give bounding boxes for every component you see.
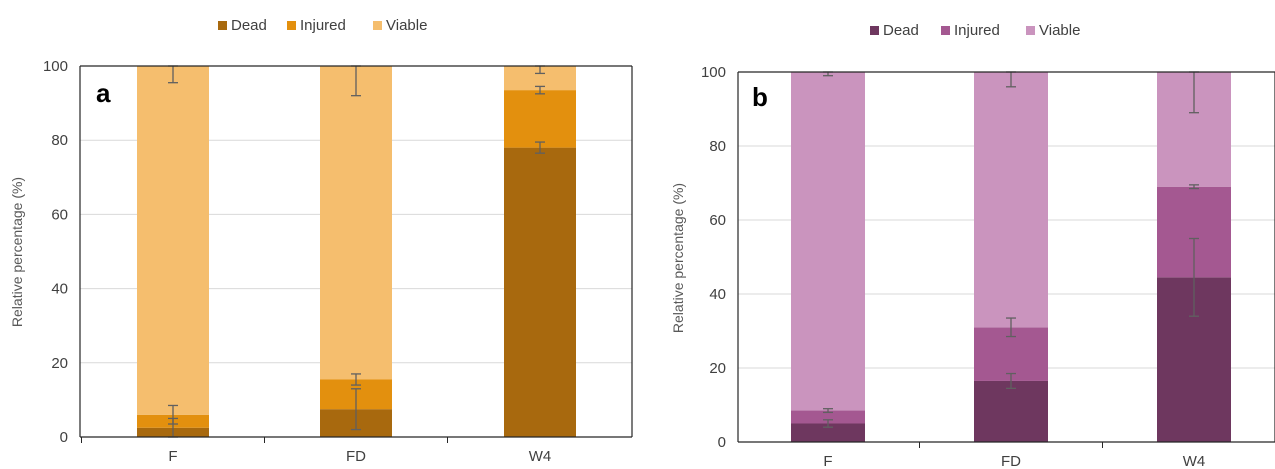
legend-label-viable: Viable <box>386 17 427 34</box>
error-bar-injured-fd <box>1006 317 1016 338</box>
y-tick-label: 80 <box>709 138 726 155</box>
legend-label-injured: Injured <box>954 22 1000 39</box>
legend-swatch-dead <box>870 26 879 35</box>
bar-injured-w4 <box>504 90 576 148</box>
error-bar-injured-w4 <box>1189 184 1199 190</box>
error-bar-dead-w4 <box>535 141 545 154</box>
legend-label-injured: Injured <box>300 17 346 34</box>
legend-label-dead: Dead <box>231 17 267 34</box>
panel-label: b <box>752 82 768 112</box>
legend-swatch-viable <box>373 21 382 30</box>
error-bar-dead-w4 <box>1189 237 1199 317</box>
y-tick-label: 0 <box>60 429 68 446</box>
bar-dead-w4 <box>504 147 576 437</box>
error-bar-injured-w4 <box>535 85 545 95</box>
bar-injured-f <box>791 410 865 424</box>
panel-label: a <box>96 78 111 108</box>
legend-swatch-viable <box>1026 26 1035 35</box>
y-axis-title: Relative percentage (%) <box>670 183 686 333</box>
x-tick-label: W4 <box>529 448 552 465</box>
legend-swatch-dead <box>218 21 227 30</box>
error-bar-dead-fd <box>351 388 361 431</box>
y-tick-label: 60 <box>51 206 68 223</box>
y-tick-label: 80 <box>51 132 68 149</box>
error-bar-injured-fd <box>351 373 361 386</box>
bar-viable-f <box>137 66 209 415</box>
error-bar-injured-f <box>168 404 178 425</box>
legend-swatch-injured <box>287 21 296 30</box>
x-tick-label: F <box>168 448 177 465</box>
y-tick-label: 0 <box>718 434 726 451</box>
legend-swatch-injured <box>941 26 950 35</box>
error-bar-injured-f <box>823 408 833 414</box>
bar-viable-fd <box>320 66 392 380</box>
bar-viable-fd <box>974 72 1048 328</box>
y-tick-label: 40 <box>51 281 68 298</box>
y-tick-label: 20 <box>51 355 68 372</box>
bar-dead-fd <box>974 380 1048 442</box>
x-tick-label: F <box>823 453 832 469</box>
y-tick-label: 40 <box>709 286 726 303</box>
chart-panel-a: 0 20 40 60 80 100 F FD W4 Relative percentage (%)… <box>9 17 633 465</box>
bar-dead-f <box>791 423 865 442</box>
y-tick-label: 100 <box>701 64 726 81</box>
y-tick-label: 100 <box>43 58 68 75</box>
bar-viable-f <box>791 72 865 411</box>
x-tick-label: FD <box>346 448 366 465</box>
error-bar-dead-fd <box>1006 372 1016 390</box>
chart-panel-b: 0 20 40 60 80 100 F FD W4 Relative percentage (%)… <box>670 22 1275 469</box>
x-tick-label: FD <box>1001 453 1021 469</box>
error-bar-dead-f <box>823 419 833 428</box>
legend-label-viable: Viable <box>1039 22 1080 39</box>
y-tick-label: 20 <box>709 360 726 377</box>
y-axis-title: Relative percentage (%) <box>9 177 25 327</box>
y-tick-label: 60 <box>709 212 726 229</box>
legend-label-dead: Dead <box>883 22 919 39</box>
x-tick-label: W4 <box>1183 453 1206 469</box>
